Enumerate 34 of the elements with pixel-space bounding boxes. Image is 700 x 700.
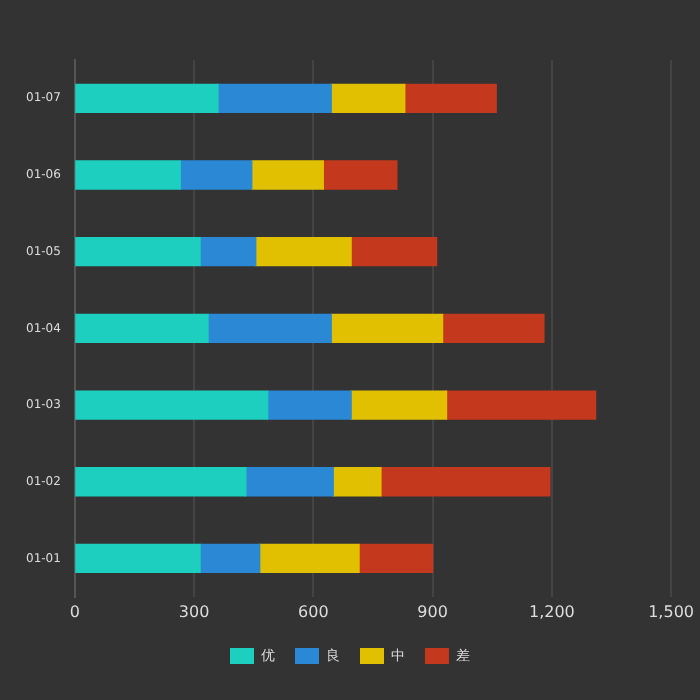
bar [199,543,261,574]
bar [179,160,253,190]
bar [441,313,545,344]
bar [350,237,438,267]
bar [330,313,444,344]
bar [255,237,352,267]
x-tick-label: 1,200 [528,602,575,621]
bar [404,83,497,113]
x-tick-label: 300 [178,602,210,621]
bar [322,160,398,190]
bar [266,390,352,420]
bar [330,83,406,113]
x-tick-label: 1,500 [648,602,694,621]
x-tick-label: 0 [69,602,80,621]
bar [207,313,332,344]
bar [75,390,269,420]
bar [251,160,324,190]
bar [380,467,551,497]
bar [445,390,597,420]
bar [75,237,201,267]
bar [75,83,219,113]
bar [199,237,257,267]
bar [75,160,181,190]
bar [75,313,209,344]
bar [75,467,247,497]
bar [245,467,334,497]
x-tick-label: 900 [417,602,448,621]
bar [75,543,201,574]
bar [350,390,448,420]
bar [332,467,382,497]
bar [259,543,360,574]
bar [358,543,434,574]
x-tick-label: 600 [298,602,329,621]
bar [217,83,332,113]
